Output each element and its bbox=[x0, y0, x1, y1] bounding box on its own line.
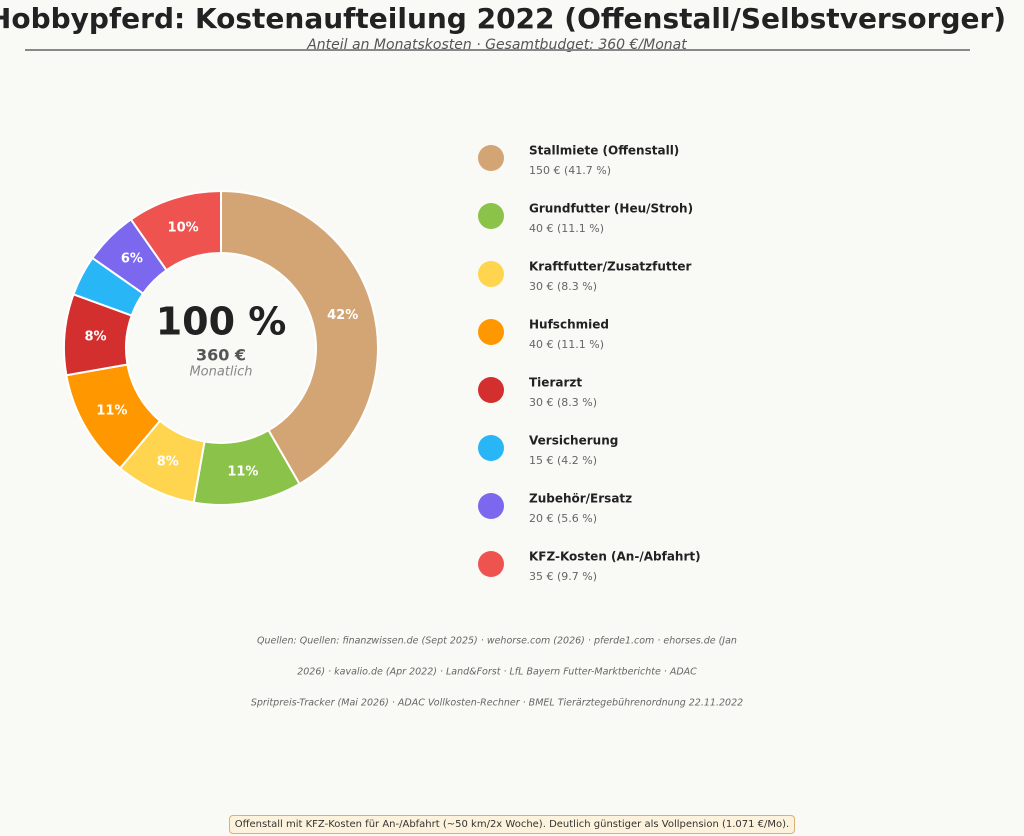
slice-label: 42% bbox=[327, 308, 358, 323]
legend-label: Zubehör/Ersatz bbox=[529, 492, 632, 506]
legend-detail: 150 € (41.7 %) bbox=[529, 164, 611, 177]
legend-swatch bbox=[478, 435, 504, 461]
legend-detail: 30 € (8.3 %) bbox=[529, 280, 597, 293]
source-line: Quellen: Quellen: finanzwissen.de (Sept … bbox=[257, 636, 737, 647]
legend-swatch bbox=[478, 493, 504, 519]
legend-detail: 30 € (8.3 %) bbox=[529, 396, 597, 409]
slice-label: 10% bbox=[168, 220, 199, 235]
chart-title: Hobbypferd: Kostenaufteilung 2022 (Offen… bbox=[0, 2, 1006, 35]
legend-detail: 20 € (5.6 %) bbox=[529, 512, 597, 525]
legend-label: Versicherung bbox=[529, 434, 618, 448]
legend-swatch bbox=[478, 319, 504, 345]
legend-label: Hufschmied bbox=[529, 318, 609, 332]
legend-detail: 35 € (9.7 %) bbox=[529, 570, 597, 583]
legend-label: Tierarzt bbox=[529, 376, 582, 390]
footnote: Offenstall mit KFZ-Kosten für An-/Abfahr… bbox=[228, 815, 796, 834]
legend-label: Stallmiete (Offenstall) bbox=[529, 144, 679, 158]
slice-label: 8% bbox=[84, 330, 106, 345]
legend-detail: 15 € (4.2 %) bbox=[529, 454, 597, 467]
footnote-wrap: Offenstall mit KFZ-Kosten für An-/Abfahr… bbox=[0, 812, 1024, 834]
slice-label: 6% bbox=[121, 251, 143, 266]
slice-label: 11% bbox=[96, 404, 127, 419]
slice bbox=[220, 189, 379, 486]
center-label: Monatlich bbox=[189, 365, 252, 380]
legend-swatch bbox=[478, 145, 504, 171]
slice-label: 8% bbox=[157, 455, 179, 470]
source-line: 2026) · kavalio.de (Apr 2022) · Land&For… bbox=[297, 667, 697, 678]
legend-detail: 40 € (11.1 %) bbox=[529, 338, 604, 351]
slice bbox=[129, 189, 222, 272]
legend-swatch bbox=[478, 377, 504, 403]
center-label: 360 € bbox=[196, 346, 246, 365]
legend-swatch bbox=[478, 261, 504, 287]
slice-label: 11% bbox=[227, 465, 258, 480]
legend-label: Grundfutter (Heu/Stroh) bbox=[529, 202, 693, 216]
legend-label: KFZ-Kosten (An-/Abfahrt) bbox=[529, 550, 701, 564]
center-label: 100 % bbox=[156, 300, 287, 344]
legend-swatch bbox=[478, 203, 504, 229]
legend-swatch bbox=[478, 551, 504, 577]
legend-label: Kraftfutter/Zusatzfutter bbox=[529, 260, 692, 274]
source-line: Spritpreis-Tracker (Mai 2026) · ADAC Vol… bbox=[251, 698, 743, 709]
legend-detail: 40 € (11.1 %) bbox=[529, 222, 604, 235]
